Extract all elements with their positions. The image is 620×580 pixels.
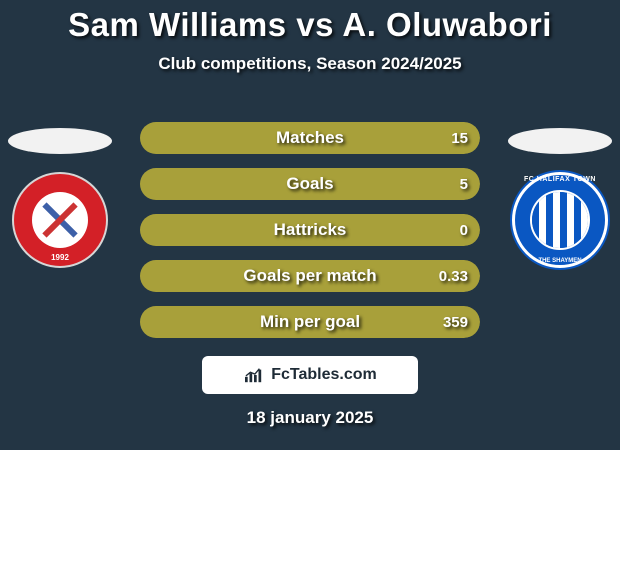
- chart-icon: [243, 366, 265, 384]
- stat-bar-label: Hattricks: [140, 214, 480, 246]
- stat-bar-value-right: 0: [460, 214, 468, 246]
- stat-bars: Matches15 Goals5 Hattricks0 Goals per match…: [140, 122, 480, 352]
- date-label: 18 january 2025: [0, 408, 620, 428]
- page-title: Sam Williams vs A. Oluwabori: [0, 0, 620, 44]
- stat-bar: Goals per match0.33: [140, 260, 480, 292]
- stat-bar: Matches15: [140, 122, 480, 154]
- brand-box: FcTables.com: [202, 356, 418, 394]
- player-oval-left: [8, 128, 112, 154]
- stat-bar-label: Matches: [140, 122, 480, 154]
- stat-bar: Hattricks0: [140, 214, 480, 246]
- stat-bar: Goals5: [140, 168, 480, 200]
- club-badge-right-top: FC HALIFAX TOWN: [512, 176, 608, 183]
- stat-bar: Min per goal359: [140, 306, 480, 338]
- comparison-panel: Sam Williams vs A. Oluwabori Club compet…: [0, 0, 620, 450]
- club-badge-right: FC HALIFAX TOWN THE SHAYMEN: [512, 172, 608, 268]
- stat-bar-label: Goals per match: [140, 260, 480, 292]
- stat-bar-label: Min per goal: [140, 306, 480, 338]
- club-badge-left: 1992: [12, 172, 108, 268]
- stat-bar-label: Goals: [140, 168, 480, 200]
- stat-bar-value-right: 15: [451, 122, 468, 154]
- stat-bar-value-right: 5: [460, 168, 468, 200]
- club-badge-right-bottom: THE SHAYMEN: [512, 258, 608, 264]
- stat-bar-value-right: 359: [443, 306, 468, 338]
- club-badge-left-year: 1992: [12, 253, 108, 262]
- subtitle: Club competitions, Season 2024/2025: [0, 54, 620, 74]
- player-oval-right: [508, 128, 612, 154]
- brand-text: FcTables.com: [271, 366, 377, 384]
- stat-bar-value-right: 0.33: [439, 260, 468, 292]
